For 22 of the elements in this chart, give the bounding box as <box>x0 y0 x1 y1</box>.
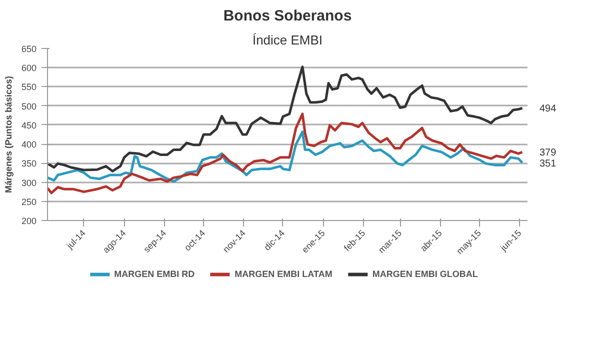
y-tick-label: 650 <box>21 44 37 54</box>
legend-label: MARGEN EMBI GLOBAL <box>372 269 478 279</box>
line-series <box>48 112 524 194</box>
annotation: 494 <box>540 104 557 115</box>
y-tick-label: 250 <box>21 196 37 207</box>
y-axis-title: Márgenes (Puntos básicos) <box>3 76 14 194</box>
chart-subtitle: Índice EMBI <box>252 32 323 48</box>
y-tick-label: 450 <box>21 120 37 130</box>
y-tick-label: 350 <box>21 158 37 169</box>
y-tick-label: 400 <box>21 140 37 150</box>
annotation: 351 <box>540 158 557 170</box>
y-tick-label: 500 <box>21 101 37 112</box>
annotation: 379 <box>540 148 557 159</box>
legend-label: MARGEN EMBI LATAM <box>234 269 332 279</box>
y-tick-label: 300 <box>21 178 37 188</box>
y-tick-label: 550 <box>21 82 37 92</box>
line-series <box>48 130 524 183</box>
legend-label: MARGEN EMBI RD <box>114 269 195 279</box>
y-tick-label: 200 <box>21 216 37 226</box>
chart-title: Bonos Soberanos <box>223 8 352 24</box>
line-series <box>48 66 524 172</box>
y-tick-label: 600 <box>21 63 37 74</box>
